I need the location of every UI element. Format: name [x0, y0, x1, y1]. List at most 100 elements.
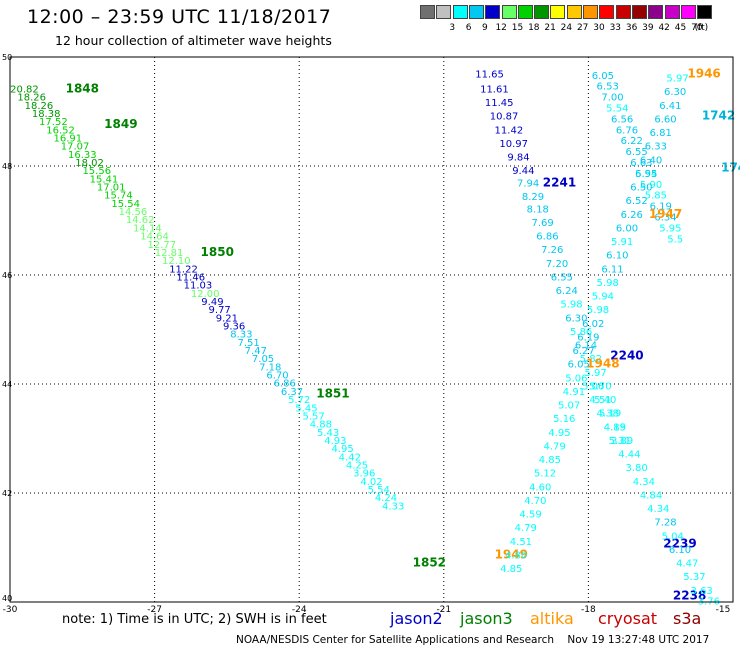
swh-value: 6.05 — [592, 71, 614, 82]
swh-value: 15.56 — [82, 166, 111, 177]
colorbar-swatch — [583, 5, 598, 19]
satellite-label-cryosat: cryosat — [598, 609, 658, 628]
lon-tick-label: -21 — [436, 605, 451, 615]
swh-value: 6.76 — [616, 125, 638, 136]
swh-value: 6.00 — [616, 223, 638, 234]
pass-time-label: 2239 — [663, 537, 696, 551]
swh-value: 18.26 — [17, 93, 46, 104]
swh-value: 5.40 — [594, 395, 616, 406]
swh-value: 5.91 — [611, 237, 633, 248]
swh-value: 6.86 — [274, 379, 296, 390]
swh-value: 6.95 — [635, 169, 657, 180]
swh-value: 3.89 — [611, 436, 633, 447]
pass-time-label: 1946 — [687, 67, 720, 81]
swh-value: 5.54 — [635, 169, 657, 180]
swh-value: 4.42 — [339, 452, 361, 463]
swh-value: 5.70 — [589, 381, 611, 392]
swh-value: 4.34 — [633, 477, 655, 488]
pass-time-label: 1852 — [413, 556, 446, 570]
swh-value: 4.59 — [519, 510, 541, 521]
swh-value: 5.12 — [534, 469, 556, 480]
satellite-label-jason2: jason2 — [390, 609, 443, 628]
swh-value: 11.22 — [169, 264, 198, 275]
swh-value: 6.55 — [625, 147, 647, 158]
swh-value: 6.63 — [630, 158, 652, 169]
swh-value: 12.00 — [191, 289, 220, 300]
colorbar-swatch — [680, 5, 696, 19]
colorbar-swatch — [599, 5, 615, 19]
colorbar-swatch — [550, 5, 566, 19]
lat-tick-label: 40 — [2, 594, 12, 603]
colorbar-swatch — [566, 5, 582, 19]
pass-time-label: 2241 — [543, 176, 576, 190]
swh-value: 7.69 — [531, 218, 553, 229]
swh-value: 4.85 — [539, 455, 561, 466]
swh-value: 6.53 — [597, 82, 619, 93]
swh-value: 15.74 — [104, 191, 133, 202]
swh-value: 11.65 — [475, 70, 504, 81]
satellite-label-jason3: jason3 — [460, 609, 513, 628]
footer-credit: NOAA/NESDIS Center for Satellite Applica… — [236, 634, 709, 646]
swh-value: 5.54 — [606, 104, 628, 115]
swh-value: 5.97 — [666, 74, 688, 85]
swh-value: 3.80 — [625, 463, 647, 474]
lat-tick-label: 46 — [2, 271, 12, 280]
pass-time-label: 1850 — [201, 245, 234, 259]
swh-value: 4.95 — [548, 428, 570, 439]
satellite-label-s3a: s3a — [673, 609, 702, 628]
colorbar-label: 15 — [511, 23, 524, 33]
swh-value: 14.64 — [140, 232, 169, 243]
swh-value: 12.77 — [148, 240, 177, 251]
swh-value: 18.38 — [32, 109, 61, 120]
swh-value: 5.57 — [303, 411, 325, 422]
swh-value: 6.22 — [621, 136, 643, 147]
pass-time-label: 2238 — [673, 588, 706, 602]
swh-value: 16.33 — [68, 150, 97, 161]
colorbar-label: 42 — [658, 23, 670, 33]
colorbar-swatch — [615, 5, 631, 19]
colorbar-label: 12 — [495, 23, 507, 33]
swh-value: 9.77 — [209, 305, 231, 316]
colorbar-label: 27 — [576, 23, 589, 33]
colorbar-swatch — [697, 5, 713, 19]
swh-value: 4.15 — [604, 422, 626, 433]
swh-value: 12.81 — [155, 248, 184, 259]
swh-value: 4.89 — [604, 422, 626, 433]
map-title: 12:00 – 23:59 UTC 11/18/2017 — [27, 6, 332, 28]
swh-value: 5.85 — [645, 191, 667, 202]
swh-value: 7.20 — [546, 259, 568, 270]
swh-value: 6.11 — [601, 264, 623, 275]
swh-value: 4.25 — [346, 460, 368, 471]
swh-value: 14.62 — [126, 215, 155, 226]
swh-value: 6.81 — [650, 128, 672, 139]
colorbar-swatch — [517, 5, 533, 19]
swh-value: 3.96 — [353, 469, 375, 480]
swh-value: 5.97 — [584, 368, 606, 379]
swh-value: 18.26 — [25, 101, 54, 112]
colorbar-swatch — [631, 5, 647, 19]
pass-time-label: 2240 — [610, 348, 643, 362]
swh-value: 5.43 — [317, 428, 339, 439]
swh-value: 17.07 — [61, 142, 90, 153]
swh-value: 4.38 — [597, 409, 619, 420]
map-frame — [9, 56, 734, 603]
swh-value: 4.44 — [618, 450, 640, 461]
pass-time-label: 1849 — [104, 117, 137, 131]
swh-value: 4.80 — [505, 550, 527, 561]
swh-value: 18.02 — [75, 158, 104, 169]
swh-value: 6.55 — [551, 272, 573, 283]
swh-value: 4.88 — [310, 420, 332, 431]
swh-value: 6.10 — [606, 251, 628, 262]
colorbar-label: 39 — [642, 23, 654, 33]
swh-value: 5.82 — [580, 354, 602, 365]
swh-value: 5.86 — [570, 327, 592, 338]
swh-value: 5.31 — [609, 436, 631, 447]
swh-value: 16.91 — [54, 133, 83, 144]
swh-value: 7.18 — [259, 362, 281, 373]
swh-value: 5.95 — [659, 223, 681, 234]
swh-value: 4.02 — [360, 477, 382, 488]
swh-value: 4.70 — [524, 496, 546, 507]
swh-value: 9.84 — [507, 153, 529, 164]
colorbar-swatch — [468, 5, 484, 19]
swh-value: 10.87 — [490, 112, 519, 123]
